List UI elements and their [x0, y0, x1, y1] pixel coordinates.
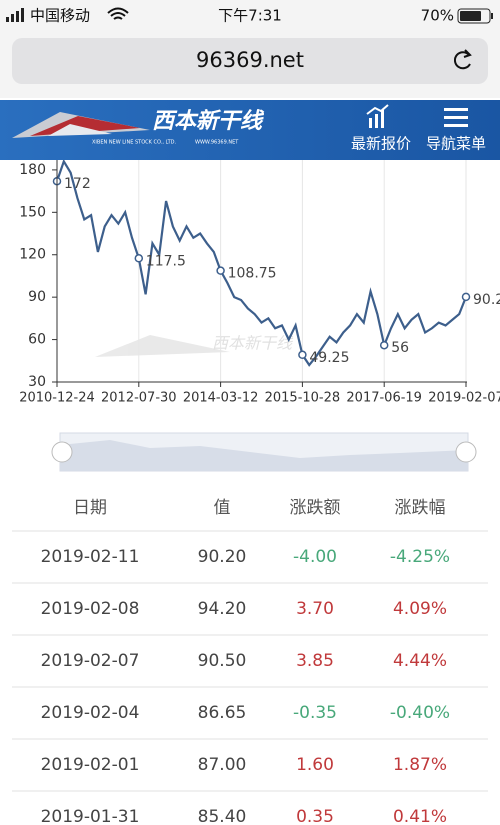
point-marker — [461, 292, 471, 302]
table-cell: 2019-02-01 — [41, 755, 140, 775]
data-label: 56 — [391, 340, 409, 356]
x-tick-label: 2017-06-19 — [346, 391, 422, 406]
x-tick-label: 2010-12-24 — [19, 391, 95, 406]
logo-site: WWW.96369.NET — [195, 140, 239, 146]
table-cell: 85.40 — [198, 807, 247, 825]
data-label: 108.75 — [228, 266, 277, 282]
y-tick-label: 180 — [19, 162, 46, 178]
table-cell: 2019-02-11 — [41, 547, 140, 567]
table-cell: 4.09% — [393, 599, 447, 619]
data-label: 90.2 — [473, 292, 500, 308]
data-label: 172 — [64, 176, 91, 192]
svg-text:西本新干线: 西本新干线 — [212, 334, 294, 353]
x-tick-label: 2015-10-28 — [265, 391, 341, 406]
table-cell: 86.65 — [198, 703, 247, 723]
y-tick-label: 90 — [28, 289, 46, 305]
table-cell: 90.50 — [198, 651, 247, 671]
point-marker — [216, 266, 225, 275]
quote-icon[interactable] — [366, 104, 389, 128]
data-label: 49.25 — [309, 350, 349, 366]
url: 96369.net — [196, 48, 304, 72]
table-cell: -4.25% — [390, 547, 450, 567]
battery-icon — [457, 8, 493, 24]
slider-handle[interactable] — [51, 441, 73, 463]
zoom-slider[interactable] — [51, 432, 477, 472]
point-marker — [134, 254, 144, 263]
table-cell: 3.85 — [296, 651, 334, 671]
table-cell: 87.00 — [198, 755, 247, 775]
data-table: 日期 值 涨跌额 涨跌幅 2019-02-11 90.20 -4.00 -4.25% 2019-… — [12, 498, 488, 825]
column-header: 涨跌额 — [290, 498, 341, 518]
battery-text: 70% — [421, 7, 454, 25]
slider-handle[interactable] — [455, 441, 477, 463]
y-tick-label: 150 — [19, 204, 46, 220]
column-header: 涨跌幅 — [395, 498, 446, 518]
x-tick-label: 2019-02-07 — [428, 391, 500, 406]
table-cell: 2019-02-08 — [41, 599, 140, 619]
table-cell: 0.41% — [393, 807, 447, 825]
table-cell: 4.44% — [393, 651, 447, 671]
column-header: 值 — [214, 498, 231, 518]
clock: 下午7:31 — [218, 7, 282, 25]
carrier: 中国移动 — [30, 7, 90, 25]
logo-sub: XIBEN NEW LINE STOCK CO., LTD. — [92, 140, 177, 146]
watermark: 西本新干线 — [95, 334, 294, 357]
column-header: 日期 — [73, 498, 107, 518]
table-cell: 1.60 — [296, 755, 334, 775]
logo-text: 西本新干线 — [152, 108, 265, 134]
x-tick-label: 2012-07-30 — [101, 391, 177, 406]
point-marker — [298, 350, 307, 360]
table-cell: 1.87% — [393, 755, 447, 775]
menu-icon[interactable] — [444, 108, 468, 127]
nav-menu[interactable]: 导航菜单 — [426, 135, 486, 153]
table-cell: -0.35 — [293, 703, 337, 723]
signal-icon — [6, 8, 24, 22]
table-cell: 94.20 — [198, 599, 247, 619]
y-tick-label: 120 — [19, 247, 46, 263]
x-tick-label: 2014-03-12 — [183, 391, 259, 406]
table-cell: 3.70 — [296, 599, 334, 619]
nav-quote[interactable]: 最新报价 — [351, 135, 411, 153]
y-tick-label: 30 — [28, 374, 46, 390]
address-field[interactable] — [12, 38, 488, 84]
table-cell: -0.40% — [390, 703, 450, 723]
wifi-icon — [107, 7, 129, 20]
price-line — [55, 160, 468, 367]
table-cell: 2019-01-31 — [41, 807, 140, 825]
y-tick-label: 60 — [28, 332, 46, 348]
table-cell: 90.20 — [198, 547, 247, 567]
reload-button[interactable] — [453, 49, 472, 70]
point-marker — [379, 340, 389, 350]
logo[interactable]: 西本新干线 XIBEN NEW LINE STOCK CO., LTD. WWW… — [12, 108, 265, 146]
table-cell: 2019-02-07 — [41, 651, 140, 671]
data-label: 117.5 — [146, 253, 186, 269]
table-cell: 2019-02-04 — [41, 703, 140, 723]
table-cell: -4.00 — [293, 547, 337, 567]
status-bar — [0, 0, 500, 32]
table-cell: 0.35 — [296, 807, 334, 825]
